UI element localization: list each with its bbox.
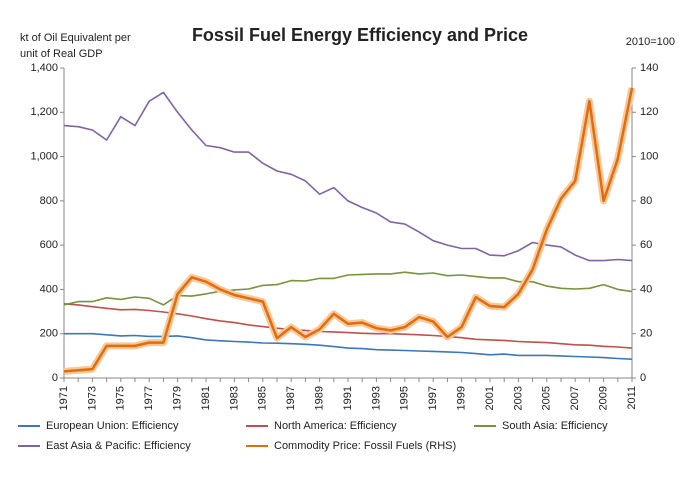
legend-label: East Asia & Pacific: Efficiency — [46, 440, 191, 452]
y-tick-label: 1,400 — [30, 62, 58, 74]
line — [64, 332, 633, 360]
line — [63, 303, 633, 349]
y-tick-label: 1,200 — [30, 106, 58, 118]
x-tick-label: 1999 — [456, 386, 468, 410]
x-tick-label: 2011 — [626, 386, 638, 410]
x-tick-label: 1973 — [86, 386, 98, 410]
x-tick-label: 1979 — [172, 386, 184, 410]
y-tick-label: 1,000 — [30, 150, 58, 162]
x-tick-label: 1971 — [58, 386, 70, 410]
chart-title: Fossil Fuel Energy Efficiency and Price — [192, 25, 528, 45]
y2-tick-label: 140 — [640, 62, 658, 74]
y2-tick-label: 100 — [640, 150, 658, 162]
y-tick-label: 0 — [52, 372, 58, 384]
x-tick-label: 2005 — [541, 386, 553, 410]
x-tick-label: 1975 — [115, 386, 127, 410]
x-tick-label: 1989 — [314, 386, 326, 410]
y2-tick-label: 40 — [640, 283, 652, 295]
x-tick-label: 1995 — [399, 386, 411, 410]
x-tick-label: 2007 — [569, 386, 581, 410]
x-tick-label: 1991 — [342, 386, 354, 410]
legend-label: South Asia: Efficiency — [502, 420, 608, 432]
x-tick-label: 1977 — [143, 386, 155, 410]
x-tick-label: 1987 — [285, 386, 297, 410]
line — [63, 91, 633, 262]
y-tick-label: 800 — [40, 195, 58, 207]
y2-tick-label: 0 — [640, 372, 646, 384]
x-tick-label: 2003 — [512, 386, 524, 410]
x-tick-label: 2001 — [484, 386, 496, 410]
x-tick-label: 1981 — [200, 386, 212, 410]
y-tick-label: 400 — [40, 283, 58, 295]
line — [63, 87, 634, 373]
y-tick-label: 200 — [40, 328, 58, 340]
legend-label: Commodity Price: Fossil Fuels (RHS) — [274, 440, 456, 452]
y-axis-label: kt of Oil Equivalent per — [20, 32, 131, 44]
x-tick-label: 1983 — [228, 386, 240, 410]
y2-tick-label: 80 — [640, 195, 652, 207]
y-tick-label: 600 — [40, 239, 58, 251]
x-tick-label: 1997 — [427, 386, 439, 410]
y-axis-label: unit of Real GDP — [20, 48, 103, 60]
x-tick-label: 1985 — [257, 386, 269, 410]
y2-tick-label: 60 — [640, 239, 652, 251]
line — [63, 271, 633, 306]
y2-tick-label: 20 — [640, 328, 652, 340]
x-tick-label: 1993 — [370, 386, 382, 410]
y2-tick-label: 120 — [640, 106, 658, 118]
legend-label: European Union: Efficiency — [46, 420, 179, 432]
legend-label: North America: Efficiency — [274, 420, 397, 432]
x-tick-label: 2009 — [598, 386, 610, 410]
y2-axis-label: 2010=100 — [626, 36, 675, 48]
